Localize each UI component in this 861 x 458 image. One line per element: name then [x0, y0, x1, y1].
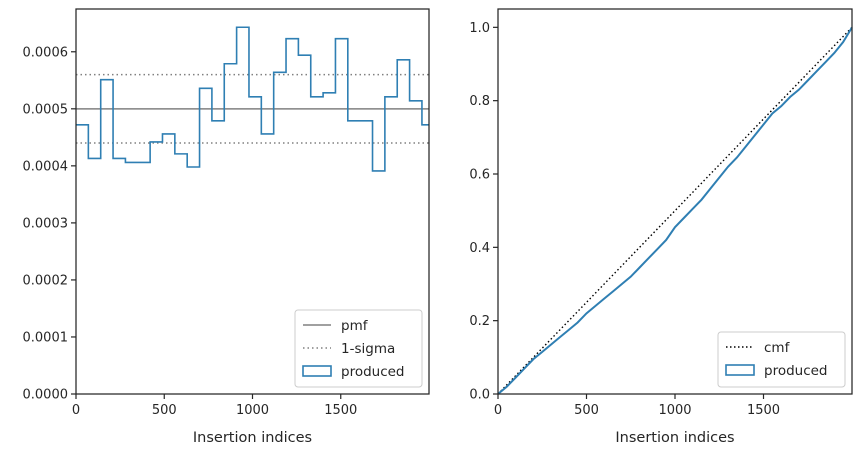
- y-tick-label: 0.0006: [23, 45, 69, 60]
- legend-box: [294, 309, 423, 388]
- y-tick-label: 0.0005: [23, 102, 69, 117]
- cmf-panel: 0 500 1000 1500 0.0 0.2 0.4 0.6 0.8 1.0 Insertio…: [469, 8, 853, 446]
- legend-label-cmf: cmf: [764, 340, 791, 356]
- legend: pmf 1-sigma produced: [294, 309, 423, 388]
- x-axis-ticks: 0 500 1000 1500: [72, 394, 357, 418]
- y-tick-label: 0.6: [469, 168, 490, 183]
- legend-swatch-produced: [725, 364, 755, 376]
- legend-label-produced: produced: [764, 363, 828, 379]
- y-axis-ticks: 0.0 0.2 0.4 0.6 0.8 1.0: [469, 21, 498, 403]
- x-tick-label: 0: [72, 403, 80, 418]
- legend-label-1-sigma: 1-sigma: [341, 341, 395, 357]
- x-tick-label: 0: [494, 403, 502, 418]
- y-tick-label: 0.4: [469, 241, 490, 256]
- y-tick-label: 0.2: [469, 314, 490, 329]
- legend-swatch-produced: [302, 365, 332, 377]
- cmf-line-series: [497, 26, 853, 395]
- legend-label-produced: produced: [341, 364, 405, 380]
- y-tick-label: 0.0: [469, 388, 490, 403]
- produced-step-series: [76, 26, 429, 172]
- x-axis-label: Insertion indices: [193, 430, 312, 446]
- y-tick-label: 0.0002: [23, 273, 69, 288]
- legend: cmf produced: [717, 331, 846, 388]
- x-axis-label: Insertion indices: [615, 430, 734, 446]
- y-tick-label: 1.0: [469, 21, 490, 36]
- reference-lines: [76, 73, 429, 144]
- x-axis-ticks: 0 500 1000 1500: [494, 394, 780, 418]
- y-tick-label: 0.8: [469, 94, 490, 109]
- x-tick-label: 500: [574, 403, 599, 418]
- y-tick-label: 0.0001: [23, 330, 69, 345]
- x-tick-label: 1500: [324, 403, 357, 418]
- x-tick-label: 1500: [747, 403, 780, 418]
- y-tick-label: 0.0000: [23, 388, 69, 403]
- pmf-panel: 0 500 1000 1500 0.00000.00010.00020.00030.0…: [23, 8, 430, 446]
- legend-label-pmf: pmf: [341, 318, 369, 334]
- x-tick-label: 500: [152, 403, 177, 418]
- y-tick-label: 0.0003: [23, 216, 69, 231]
- y-axis-ticks: 0.0000 0.0001 0.0002 0.0003 0.0004 0.0005 0.00…: [23, 45, 76, 403]
- x-tick-label: 1000: [658, 403, 691, 418]
- y-tick-label: 0.0004: [23, 159, 69, 174]
- produced-cumulative-series: [497, 26, 853, 395]
- legend-box: [717, 331, 846, 388]
- x-tick-label: 1000: [236, 403, 269, 418]
